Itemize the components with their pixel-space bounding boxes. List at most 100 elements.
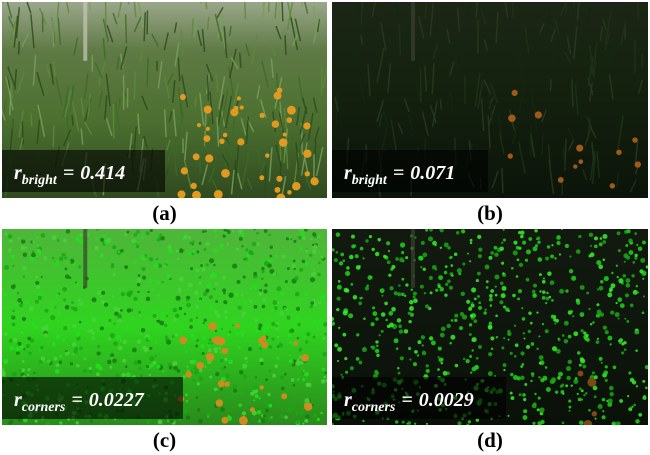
feature-dot (261, 270, 264, 273)
feature-dot (632, 380, 636, 384)
feature-dot (426, 364, 429, 367)
feature-dot (146, 365, 149, 368)
feature-dot (628, 371, 631, 374)
feature-dot (401, 278, 404, 281)
feature-dot (44, 325, 49, 330)
feature-dot (186, 400, 189, 403)
feature-dot (95, 238, 98, 241)
feature-dot (73, 353, 75, 355)
feature-dot (423, 253, 428, 258)
feature-dot (411, 288, 414, 291)
feature-dot (576, 249, 581, 254)
feature-dot (507, 415, 509, 417)
feature-dot (189, 325, 193, 329)
feature-dot (101, 253, 103, 255)
feature-dot (270, 246, 273, 249)
feature-dot (192, 379, 195, 382)
feature-dot (344, 288, 349, 293)
flower (592, 411, 597, 416)
feature-dot (429, 336, 433, 340)
feature-dot (524, 383, 527, 386)
feature-dot (621, 351, 624, 354)
feature-dot (162, 370, 164, 372)
feature-dot (309, 253, 312, 256)
feature-dot (568, 360, 573, 365)
feature-dot (300, 411, 304, 415)
feature-dot (489, 294, 493, 298)
feature-dot (579, 420, 583, 424)
feature-dot (610, 343, 612, 345)
grass-blade (72, 115, 73, 126)
flower (219, 139, 224, 144)
feature-dot (272, 308, 275, 311)
feature-dot (510, 373, 513, 376)
feature-dot (564, 321, 569, 326)
feature-dot (121, 292, 125, 296)
feature-dot (263, 414, 266, 417)
feature-dot (623, 253, 628, 258)
feature-dot (136, 245, 140, 249)
feature-dot (616, 265, 618, 267)
feature-dot (35, 281, 39, 285)
feature-dot (362, 347, 367, 352)
feature-dot (521, 363, 524, 366)
feature-dot (255, 329, 259, 333)
flower (301, 354, 309, 362)
equation-value: 0.071 (410, 162, 455, 184)
feature-dot (213, 264, 215, 266)
flower (196, 362, 204, 370)
feature-dot (198, 282, 201, 285)
equation-value: 0.0227 (89, 389, 145, 411)
feature-dot (413, 296, 416, 299)
feature-dot (556, 241, 560, 245)
feature-dot (556, 235, 561, 240)
feature-dot (494, 275, 499, 280)
feature-dot (528, 311, 531, 314)
feature-dot (211, 272, 216, 277)
feature-dot (46, 422, 50, 426)
feature-dot (169, 366, 173, 370)
feature-dot (167, 274, 172, 279)
feature-dot (565, 289, 568, 292)
feature-dot (195, 276, 197, 278)
flower (178, 190, 186, 198)
feature-dot (57, 239, 60, 242)
feature-dot (124, 233, 127, 236)
feature-dot (520, 376, 524, 380)
feature-dot (488, 325, 493, 330)
feature-dot (97, 351, 101, 355)
feature-dot (337, 347, 342, 352)
feature-dot (91, 336, 94, 339)
feature-dot (405, 283, 408, 286)
feature-dot (91, 332, 95, 336)
feature-dot (618, 249, 621, 252)
feature-dot (551, 244, 553, 246)
feature-dot (581, 389, 584, 392)
feature-dot (195, 305, 198, 308)
feature-dot (533, 284, 537, 288)
feature-dot (310, 305, 313, 308)
feature-dot (198, 419, 203, 424)
feature-dot (180, 323, 183, 326)
feature-dot (518, 247, 521, 250)
feature-dot (478, 306, 482, 310)
feature-dot (486, 286, 489, 289)
feature-dot (360, 247, 364, 251)
equation-relation: = (71, 389, 82, 411)
feature-dot (224, 358, 228, 362)
feature-dot (558, 372, 563, 377)
feature-dot (202, 230, 205, 233)
feature-dot (627, 229, 631, 233)
feature-dot (532, 293, 537, 298)
feature-dot (530, 380, 532, 382)
feature-dot (199, 299, 201, 301)
feature-dot (398, 372, 401, 375)
feature-dot (137, 291, 139, 293)
feature-dot (447, 324, 451, 328)
feature-dot (254, 318, 258, 322)
feature-dot (153, 314, 157, 318)
feature-dot (176, 296, 181, 301)
feature-dot (489, 298, 493, 302)
feature-dot (59, 257, 63, 261)
feature-dot (41, 233, 46, 238)
